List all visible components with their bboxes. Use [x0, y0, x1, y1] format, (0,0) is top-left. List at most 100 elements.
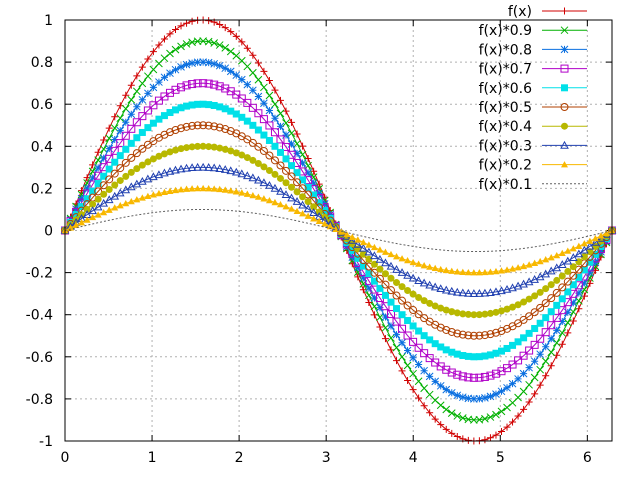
series-point — [520, 262, 528, 270]
series-point — [299, 210, 307, 217]
series-point — [486, 413, 495, 421]
series-point — [227, 28, 235, 36]
series-point — [144, 89, 152, 98]
series-point — [453, 433, 461, 441]
series-point — [243, 135, 252, 144]
series-point — [409, 353, 417, 362]
x-tick-label: 6 — [583, 450, 592, 466]
series-point — [116, 126, 125, 135]
series-point — [127, 153, 136, 162]
x-tick-label: 2 — [235, 450, 244, 466]
series-point — [503, 423, 511, 431]
series-point — [105, 206, 113, 213]
legend-label: f(x)*0.7 — [479, 62, 532, 78]
series-point — [232, 110, 240, 118]
series-point — [547, 321, 556, 330]
series-point — [315, 189, 324, 198]
series-point — [514, 264, 522, 271]
series-point — [547, 362, 555, 370]
series-point — [116, 139, 125, 148]
series-point — [564, 247, 572, 254]
series-point — [271, 142, 279, 150]
series-point — [370, 294, 379, 302]
series-point — [486, 434, 494, 442]
series-point — [149, 48, 157, 56]
y-tick-label: -0.4 — [26, 308, 53, 324]
series-point — [199, 142, 207, 150]
series-point — [221, 105, 229, 113]
series-point — [204, 79, 213, 88]
series-point — [436, 401, 445, 410]
series-point — [221, 125, 230, 134]
series-point — [558, 306, 567, 315]
series-point — [249, 51, 257, 59]
series-point — [171, 65, 180, 74]
series-point — [563, 277, 572, 286]
series-point — [215, 123, 224, 132]
series-point — [541, 357, 550, 366]
series-point — [509, 418, 517, 426]
legend-marker — [561, 7, 568, 15]
series-point — [188, 101, 196, 109]
series-point — [481, 352, 489, 360]
series-point — [475, 373, 484, 382]
series-point — [481, 414, 489, 423]
series-point — [83, 195, 91, 203]
series-point — [420, 384, 428, 393]
series-point — [204, 163, 214, 171]
series-point — [426, 409, 434, 417]
series-point — [480, 331, 489, 340]
series-point — [431, 264, 439, 272]
series-point — [508, 283, 517, 292]
series-point — [370, 268, 379, 277]
series-point — [287, 150, 296, 159]
series-point — [93, 202, 103, 211]
series-point — [547, 294, 556, 303]
series-point — [370, 311, 378, 319]
series-point — [586, 237, 594, 244]
series-point — [420, 314, 429, 323]
series-point — [398, 324, 407, 333]
series-point — [243, 98, 252, 107]
series-point — [558, 272, 566, 280]
series-point — [509, 341, 517, 349]
series-point — [155, 115, 163, 123]
series-point — [353, 239, 363, 248]
series-point — [415, 327, 423, 335]
series-point — [464, 394, 473, 403]
series-point — [271, 114, 279, 123]
series-point — [563, 308, 572, 317]
series-point — [182, 40, 191, 48]
series-point — [353, 263, 362, 272]
series-point — [580, 245, 589, 254]
series-point — [436, 284, 446, 293]
series-point — [547, 281, 555, 289]
series-point — [586, 268, 594, 277]
series-point — [524, 277, 534, 286]
series-point — [409, 369, 417, 378]
y-tick-label: -0.8 — [26, 392, 53, 408]
series-point — [227, 107, 235, 115]
series-point — [580, 266, 588, 274]
series-point — [326, 210, 335, 219]
series-point — [166, 187, 174, 194]
legend: f(x) f(x)*0.9 f(x)*0.8 f(x)*0.7 f(x)*0.6 f(x)… — [479, 4, 587, 193]
legend-label: f(x)*0.1 — [479, 177, 532, 193]
series-point — [359, 238, 367, 246]
series-point — [194, 142, 202, 150]
series-point — [448, 429, 456, 437]
series-point — [403, 270, 412, 279]
series-point — [431, 302, 439, 310]
series-point — [188, 185, 196, 192]
series-point — [470, 269, 478, 276]
series-point — [486, 351, 494, 359]
series-point — [470, 311, 478, 319]
series-point — [491, 287, 501, 296]
series-point — [431, 415, 439, 423]
series-point — [232, 32, 240, 40]
series-point — [536, 350, 545, 359]
series-point — [249, 86, 257, 95]
series-point — [155, 189, 163, 197]
series-point — [144, 192, 152, 200]
